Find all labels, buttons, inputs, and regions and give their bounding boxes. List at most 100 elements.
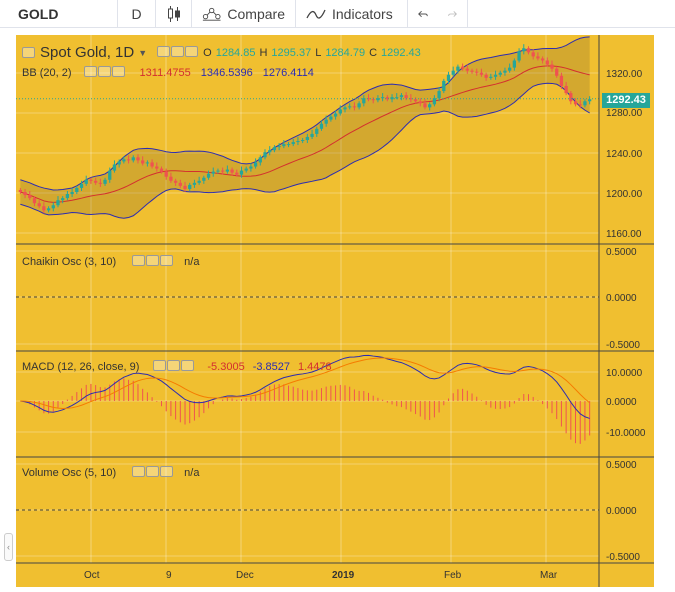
chaikin-hide-icon[interactable] [146, 255, 160, 266]
ohlc-close: 1292.43 [381, 46, 421, 59]
ohlc-c-label: C [369, 46, 378, 59]
interval-button[interactable]: D [118, 0, 156, 28]
bb-settings-icon[interactable] [83, 66, 97, 77]
candle-body [371, 99, 375, 101]
collapse-legend-icon[interactable] [22, 47, 35, 58]
candle-body [479, 72, 484, 75]
candle-body [141, 160, 145, 164]
candle-body [131, 157, 135, 161]
price-axis[interactable]: 1320.00 1280.00 1240.00 1200.00 1160.00 [606, 69, 643, 240]
chart-area[interactable]: 1320.00 1280.00 1240.00 1200.00 1160.00 … [16, 35, 654, 587]
undo-button[interactable] [408, 0, 438, 28]
candle-body [291, 142, 295, 145]
candle-body [531, 52, 535, 57]
candle-body [173, 180, 178, 183]
candle-body [192, 182, 197, 185]
redo-button[interactable] [438, 0, 468, 28]
macd-axis[interactable]: 10.0000 0.0000 -10.0000 [606, 368, 646, 439]
candle-body [98, 182, 102, 184]
candle-body [418, 101, 422, 104]
candle-body [348, 106, 352, 108]
hide-icon[interactable] [171, 45, 185, 57]
candle-body [540, 58, 545, 61]
candle-body [28, 195, 32, 199]
candle-body [578, 104, 582, 106]
candle-body [432, 98, 437, 105]
chaikin-close-icon[interactable] [160, 255, 174, 266]
close-icon[interactable] [185, 45, 199, 57]
macd-close-icon[interactable] [181, 360, 195, 371]
ohlc-open: 1284.85 [215, 46, 256, 59]
chaikin-legend[interactable]: Chaikin Osc (3, 10) n/a [22, 255, 199, 269]
candle-body [244, 168, 248, 171]
chaikin-tick-zero: 0.0000 [606, 293, 637, 304]
bb-band-area [20, 36, 590, 219]
candle-body [253, 162, 258, 167]
candle-body [145, 162, 150, 164]
candle-body [489, 76, 493, 78]
volume-osc-value: n/a [184, 467, 200, 479]
candle-body [399, 95, 404, 98]
chart-svg[interactable]: 1320.00 1280.00 1240.00 1200.00 1160.00 … [16, 35, 654, 587]
candle-body [456, 66, 460, 71]
ohlc-o-label: O [203, 46, 212, 59]
macd-legend[interactable]: MACD (12, 26, close, 9) -5.3005 -3.8527 … [22, 360, 332, 374]
candle-body [376, 98, 380, 101]
bb-close-icon[interactable] [111, 66, 125, 77]
time-axis[interactable]: Oct 9 Dec 2019 Feb Mar [84, 570, 558, 581]
candle-body [89, 179, 93, 181]
candle-body [380, 97, 385, 99]
candle-body [470, 70, 474, 72]
candle-body [75, 187, 79, 193]
macd-settings-icon[interactable] [153, 360, 167, 371]
candle-body [357, 103, 361, 108]
candle-body [249, 166, 253, 169]
bb-legend[interactable]: BB (20, 2) 1311.4755 1346.5396 1276.4114 [22, 66, 314, 80]
macd-hide-icon[interactable] [167, 360, 181, 371]
compare-button[interactable]: Compare [192, 0, 296, 28]
candlestick-icon [167, 5, 180, 22]
candle-body [239, 170, 244, 175]
chart-style-button[interactable] [156, 0, 192, 28]
candle-body [206, 173, 211, 178]
chaikin-settings-icon[interactable] [132, 255, 146, 266]
candle-body [437, 91, 441, 99]
left-strip: ‹ [0, 35, 16, 587]
ohlc-l-label: L [315, 46, 322, 59]
price-tick-1200: 1200.00 [606, 189, 643, 200]
candle-body [268, 150, 272, 153]
candle-body [18, 189, 22, 193]
symbol-search-button[interactable]: GOLD [0, 0, 118, 28]
volume-osc-legend[interactable]: Volume Osc (5, 10) n/a [22, 466, 199, 480]
settings-icon[interactable] [157, 45, 171, 57]
volosc-hide-icon[interactable] [146, 466, 160, 477]
candle-body [333, 113, 338, 117]
candle-body [178, 182, 182, 186]
volosc-close-icon[interactable] [160, 466, 174, 477]
candle-body [555, 68, 559, 76]
bb-hide-icon[interactable] [97, 66, 111, 77]
chaikin-tick-bottom: -0.5000 [606, 340, 640, 351]
chaikin-axis[interactable]: 0.5000 0.0000 -0.5000 [606, 247, 640, 351]
candle-body [493, 74, 498, 77]
volume-osc-axis[interactable]: 0.5000 0.0000 -0.5000 [606, 460, 640, 563]
candle-body [526, 48, 531, 53]
indicators-button[interactable]: Indicators [296, 0, 408, 28]
candle-body [126, 159, 131, 161]
series-caret-icon[interactable]: ▼ [138, 47, 148, 58]
macd-line [20, 354, 590, 419]
chaikin-buttons [132, 255, 174, 269]
candle-body [512, 60, 517, 68]
candle-body [183, 185, 187, 189]
candle-body [315, 128, 319, 134]
main-legend[interactable]: Spot Gold, 1D ▼ O 1284.85 H 1295.37 L 12… [22, 44, 421, 61]
volosc-settings-icon[interactable] [132, 466, 146, 477]
price-tick-1280: 1280.00 [606, 108, 643, 119]
time-tick-oct: Oct [84, 570, 100, 581]
bb-lower-value: 1276.4114 [262, 67, 314, 79]
candle-body [310, 133, 314, 137]
candle-body [588, 99, 592, 102]
collapse-handle[interactable]: ‹ [4, 533, 13, 561]
volosc-tick-zero: 0.0000 [606, 506, 637, 517]
candle-body [573, 101, 578, 105]
